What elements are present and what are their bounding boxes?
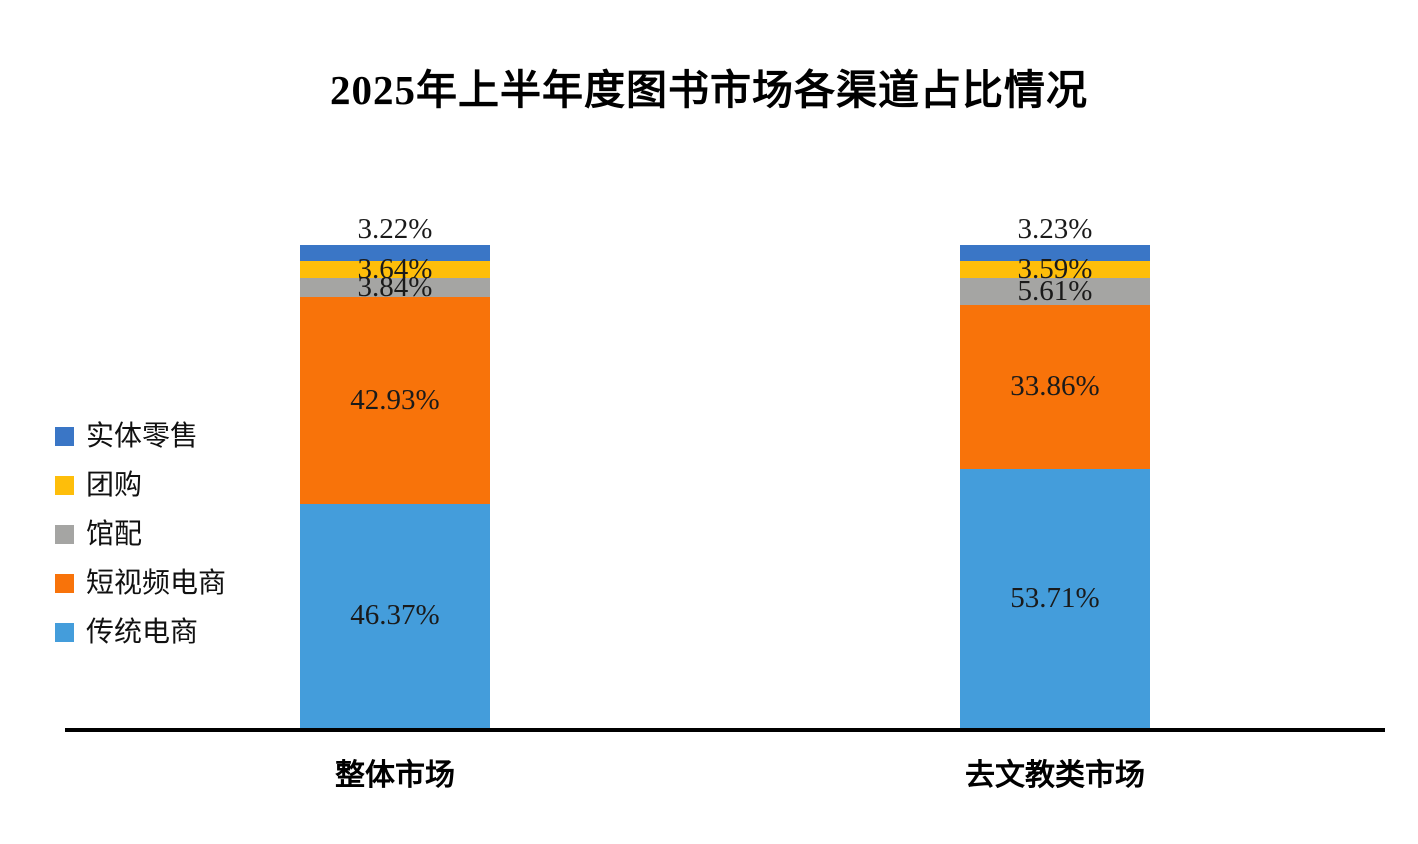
bar-segment: 5.61% bbox=[960, 274, 1150, 307]
data-label: 33.86% bbox=[1010, 370, 1100, 403]
x-axis-label-excl-edu-market: 去文教类市场 bbox=[965, 759, 1145, 792]
legend: 实体零售团购馆配短视频电商传统电商 bbox=[55, 412, 226, 657]
data-label: 3.22% bbox=[357, 213, 433, 245]
bar-segment: 53.71% bbox=[960, 468, 1150, 728]
legend-label: 短视频电商 bbox=[86, 567, 227, 599]
bar-segment: 3.59% bbox=[960, 254, 1150, 283]
legend-swatch-icon bbox=[55, 574, 74, 593]
bar-segment: 33.86% bbox=[960, 305, 1150, 469]
legend-item: 馆配 bbox=[55, 510, 226, 559]
bar-segment: 46.37% bbox=[300, 504, 490, 728]
data-label: 3.23% bbox=[1017, 213, 1093, 245]
legend-label: 实体零售 bbox=[86, 420, 199, 452]
legend-item: 实体零售 bbox=[55, 412, 226, 461]
data-label: 3.84% bbox=[357, 270, 433, 303]
legend-swatch-icon bbox=[55, 427, 74, 446]
data-label: 3.59% bbox=[1017, 252, 1093, 285]
bar-segment: 3.64% bbox=[300, 254, 490, 283]
legend-swatch-icon bbox=[55, 623, 74, 642]
legend-item: 短视频电商 bbox=[55, 559, 226, 608]
x-axis-line bbox=[65, 728, 1385, 732]
data-label: 42.93% bbox=[350, 383, 440, 416]
legend-item: 传统电商 bbox=[55, 608, 226, 657]
data-label: 5.61% bbox=[1017, 274, 1093, 307]
legend-swatch-icon bbox=[55, 525, 74, 544]
bar-segment: 42.93% bbox=[300, 296, 490, 505]
bar-segment: 3.84% bbox=[300, 272, 490, 301]
x-axis-label-overall-market: 整体市场 bbox=[335, 759, 455, 792]
legend-label: 传统电商 bbox=[86, 616, 199, 648]
chart-title: 2025年上半年度图书市场各渠道占比情况 bbox=[330, 67, 1088, 113]
data-label: 3.64% bbox=[357, 252, 433, 285]
bar-segment: 3.22% bbox=[300, 215, 490, 261]
bar-overall-market: 3.22% 3.64% 3.84% 42.93% 46.37% bbox=[300, 215, 490, 728]
legend-swatch-icon bbox=[55, 476, 74, 495]
legend-item: 团购 bbox=[55, 461, 226, 510]
data-label: 53.71% bbox=[1010, 581, 1100, 614]
data-label: 46.37% bbox=[350, 599, 440, 632]
bar-excl-edu-market: 3.23% 3.59% 5.61% 33.86% 53.71% bbox=[960, 215, 1150, 728]
legend-label: 团购 bbox=[86, 469, 143, 501]
bar-segment: 3.23% bbox=[960, 215, 1150, 261]
legend-label: 馆配 bbox=[86, 518, 143, 550]
